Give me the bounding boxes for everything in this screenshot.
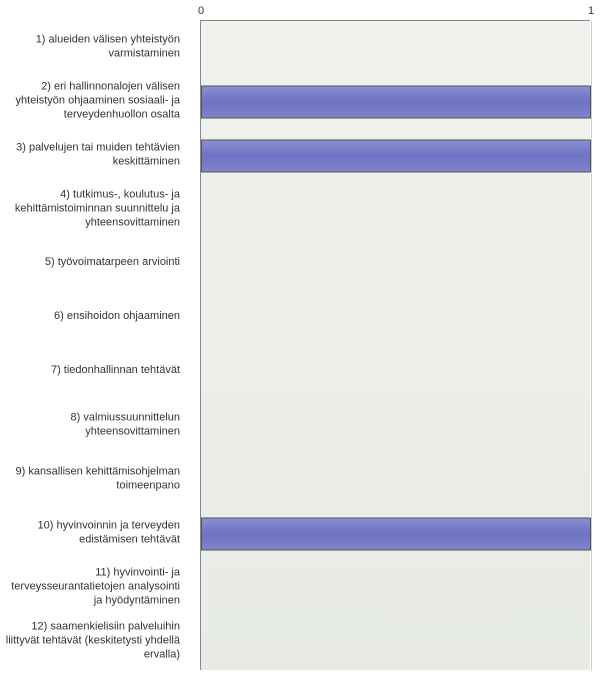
bar <box>201 518 591 551</box>
category-label: 12) saamenkielisiin palveluihin liittyvä… <box>0 620 190 661</box>
category-label: 7) tiedonhallinnan tehtävät <box>0 364 190 378</box>
category-label: 5) työvoimatarpeen arviointi <box>0 256 190 270</box>
bar <box>201 86 591 119</box>
bar <box>201 140 591 173</box>
category-label: 2) eri hallinnonalojen välisen yhteistyö… <box>0 80 190 121</box>
category-label: 3) palvelujen tai muiden tehtävien keski… <box>0 141 190 169</box>
category-label: 4) tutkimus-, koulutus- ja kehittämistoi… <box>0 188 190 229</box>
x-tick-label: 1 <box>588 5 594 17</box>
category-label: 6) ensihoidon ohjaaminen <box>0 310 190 324</box>
category-label: 10) hyvinvoinnin ja terveyden edistämise… <box>0 519 190 547</box>
plot-area: 01 <box>200 20 590 670</box>
category-label: 11) hyvinvointi- ja terveysseurantatieto… <box>0 566 190 607</box>
category-label: 8) valmiussuunnittelun yhteensovittamine… <box>0 411 190 439</box>
category-label: 9) kansallisen kehittämisohjelman toimee… <box>0 465 190 493</box>
gridline <box>591 21 592 670</box>
chart-container: 01 1) alueiden välisen yhteistyön varmis… <box>0 0 600 688</box>
x-tick-label: 0 <box>198 5 204 17</box>
category-label: 1) alueiden välisen yhteistyön varmistam… <box>0 33 190 61</box>
